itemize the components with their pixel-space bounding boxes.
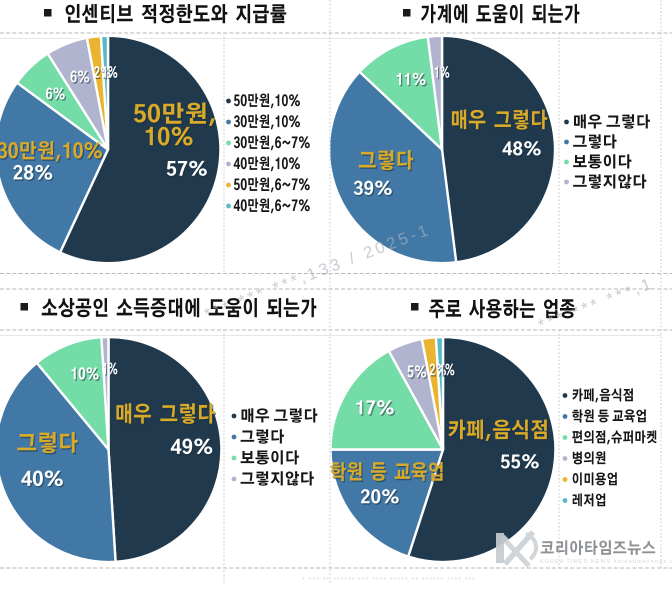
svg-text:* *** ** ****** *** **** *****: * *** ** ****** *** **** ***** ** ******…	[302, 575, 476, 584]
svg-text:KOREA TIMES NEWS koreatimesne: KOREA TIMES NEWS koreatimesnews.com	[540, 559, 672, 565]
